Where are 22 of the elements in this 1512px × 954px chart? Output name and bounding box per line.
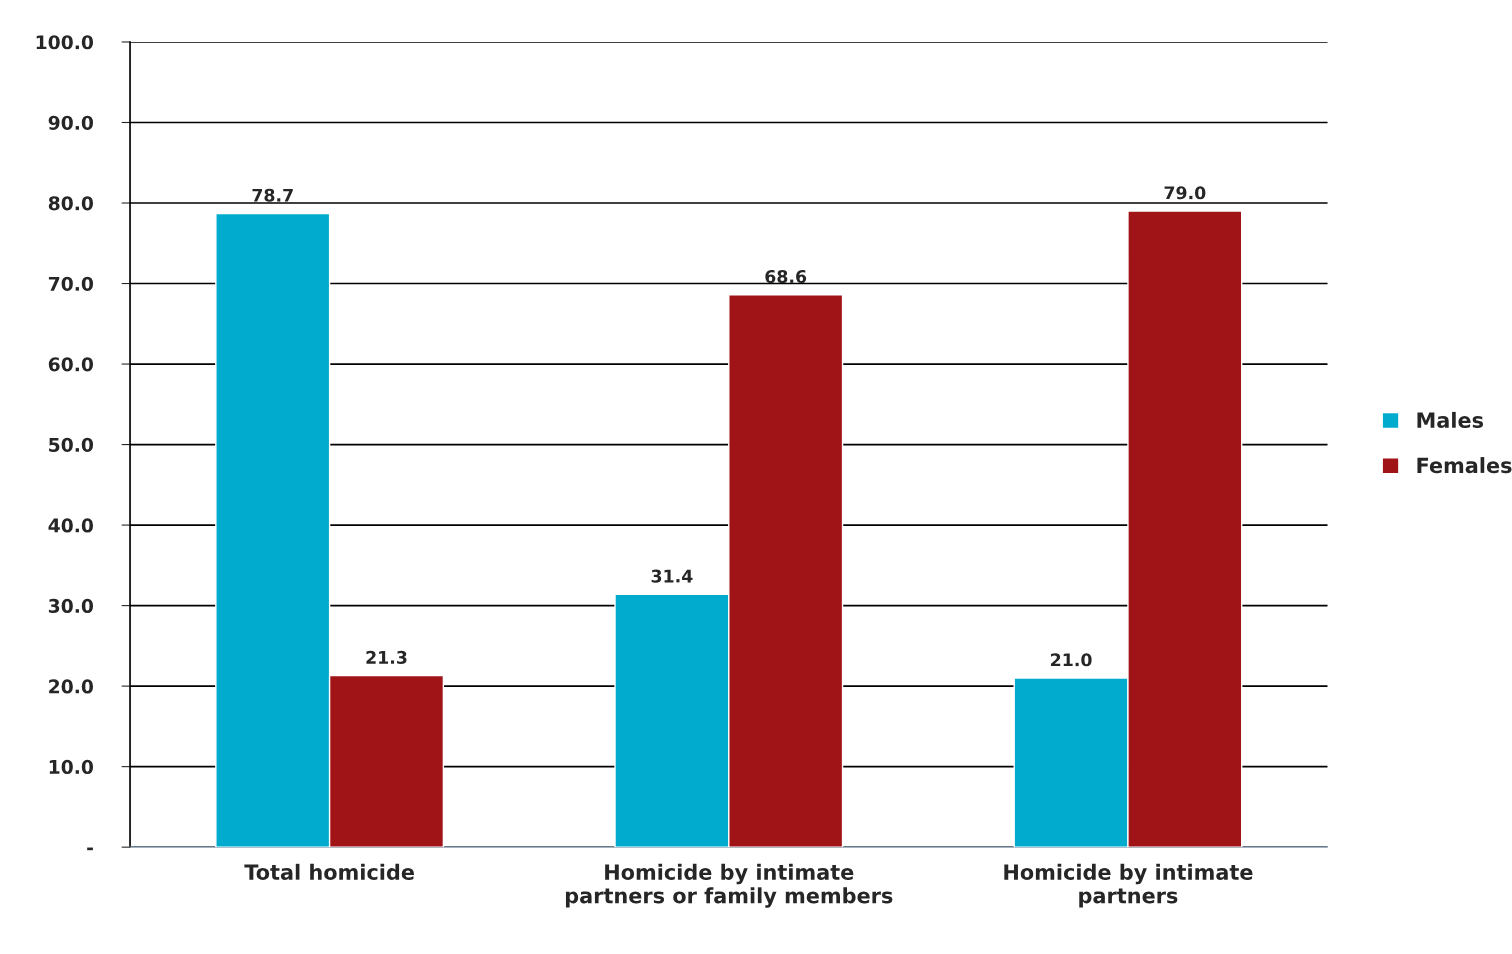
y-tick-label: 90.0	[48, 115, 94, 130]
legend-label: Males	[1417, 411, 1484, 429]
text: 31.4	[651, 569, 693, 583]
y-tick-label: 70.0	[48, 276, 94, 291]
text: 21.0	[1051, 653, 1092, 667]
legend-label: Females	[1417, 457, 1512, 474]
text: 21.3	[366, 650, 407, 664]
y-tick-label: 80.0	[48, 196, 94, 211]
y-tick-label: 50.0	[49, 437, 94, 452]
y-tick-label: 30.0	[48, 598, 94, 613]
text: 78.7	[252, 188, 293, 202]
y-tick-label: 20.0	[49, 679, 94, 694]
x-tick-label: Homicide by intimate partners or family members	[565, 863, 893, 908]
y-tick-label: 100.0	[36, 35, 94, 50]
text: 68.6	[765, 269, 807, 284]
y-tick-label: 60.0	[48, 357, 94, 372]
x-tick-label: Homicide by intimate partners	[1004, 863, 1253, 908]
y-tick-label: 10.0	[49, 759, 94, 775]
y-tick-label: 40.0	[48, 518, 94, 533]
y-tick-label: -	[87, 847, 93, 851]
x-tick-label: Total homicide	[244, 863, 414, 880]
text: 79.0	[1164, 186, 1206, 200]
